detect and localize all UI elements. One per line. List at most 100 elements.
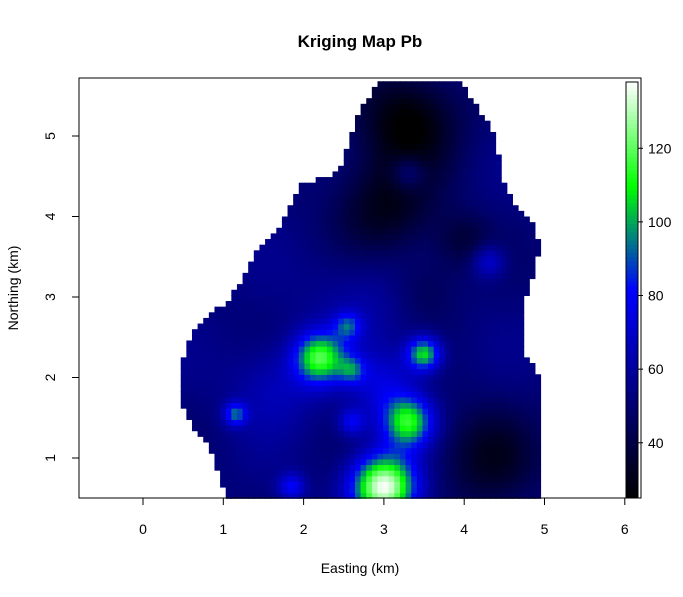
colorbar-segment <box>626 394 638 399</box>
heatmap-cell <box>473 340 480 347</box>
heatmap-cell <box>304 379 311 387</box>
heatmap-cell <box>422 430 429 437</box>
heatmap-cell <box>298 239 305 246</box>
colorbar-segment <box>626 427 638 432</box>
heatmap-cell <box>439 436 446 443</box>
heatmap-cell <box>422 244 429 251</box>
heatmap-cell <box>394 284 401 291</box>
heatmap-cell <box>506 278 513 285</box>
heatmap-cell <box>338 295 345 302</box>
heatmap-cell <box>214 306 221 313</box>
heatmap-cell <box>343 233 350 240</box>
heatmap-cell <box>360 115 367 122</box>
heatmap-cell <box>478 188 485 195</box>
heatmap-cell <box>354 115 362 122</box>
heatmap-cell <box>354 441 362 449</box>
heatmap-cell <box>310 340 317 347</box>
heatmap-cell <box>484 177 491 184</box>
heatmap-cell <box>287 233 294 240</box>
heatmap-cell <box>366 436 373 443</box>
heatmap-cell <box>225 334 232 342</box>
heatmap-cell <box>529 261 536 268</box>
heatmap-cell <box>371 278 379 285</box>
heatmap-cell <box>338 182 345 189</box>
heatmap-cell <box>270 470 277 477</box>
heatmap-cell <box>478 447 485 454</box>
heatmap-cell <box>338 368 345 375</box>
heatmap-cell <box>411 98 418 105</box>
heatmap-cell <box>405 312 412 319</box>
heatmap-cell <box>354 160 362 167</box>
heatmap-cell <box>349 351 356 358</box>
heatmap-cell <box>399 458 407 466</box>
heatmap-cell <box>326 210 334 218</box>
heatmap-cell <box>332 284 339 291</box>
heatmap-cell <box>248 340 255 347</box>
heatmap-cell <box>444 103 452 111</box>
heatmap-cell <box>338 306 345 313</box>
heatmap-cell <box>383 227 390 235</box>
heatmap-cell <box>416 216 424 223</box>
heatmap-cell <box>534 419 542 426</box>
heatmap-cell <box>259 278 266 285</box>
heatmap-cell <box>484 458 491 466</box>
heatmap-cell <box>388 148 395 156</box>
heatmap-cell <box>377 193 384 201</box>
heatmap-cell <box>394 109 401 116</box>
heatmap-cell <box>293 289 300 296</box>
heatmap-cell <box>495 312 502 319</box>
heatmap-cell <box>253 306 261 313</box>
heatmap-cell <box>298 255 305 263</box>
heatmap-cell <box>473 289 480 296</box>
heatmap-cell <box>225 464 232 471</box>
heatmap-cell <box>343 424 350 432</box>
heatmap-cell <box>332 244 339 251</box>
heatmap-cell <box>399 396 407 404</box>
heatmap-cell <box>231 351 238 358</box>
heatmap-cell <box>411 385 418 392</box>
colorbar-segment <box>626 302 638 308</box>
heatmap-cell <box>197 402 204 409</box>
heatmap-cell <box>473 295 480 302</box>
heatmap-cell <box>478 216 485 223</box>
heatmap-cell <box>354 199 362 206</box>
heatmap-cell <box>270 306 277 313</box>
heatmap-cell <box>467 312 474 319</box>
heatmap-cell <box>377 430 384 437</box>
heatmap-cell <box>360 436 367 443</box>
heatmap-cell <box>354 334 362 342</box>
heatmap-cell <box>377 486 384 494</box>
heatmap-cell <box>405 115 412 122</box>
heatmap-cell <box>321 222 328 229</box>
heatmap-cell <box>467 177 474 184</box>
heatmap-cell <box>416 481 424 488</box>
heatmap-cell <box>298 391 305 398</box>
colorbar-segment <box>626 356 638 362</box>
heatmap-cell <box>411 272 418 280</box>
heatmap-cell <box>298 396 305 404</box>
heatmap-cell <box>399 464 407 471</box>
heatmap-cell <box>321 233 328 240</box>
x-tick-label: 4 <box>460 521 468 537</box>
heatmap-cell <box>321 408 328 415</box>
heatmap-cell <box>501 379 508 387</box>
heatmap-cell <box>270 239 277 246</box>
heatmap-cell <box>478 492 485 499</box>
heatmap-cell <box>411 115 418 122</box>
heatmap-cell <box>399 301 407 308</box>
heatmap-cell <box>405 323 412 330</box>
x-tick-label: 0 <box>139 521 147 537</box>
heatmap-cell <box>293 357 300 364</box>
heatmap-cell <box>422 120 429 127</box>
heatmap-cell <box>467 289 474 296</box>
heatmap-cell <box>489 182 497 189</box>
heatmap-cell <box>338 464 345 471</box>
heatmap-cell <box>433 267 440 274</box>
heatmap-cell <box>371 250 379 257</box>
colorbar-tick-label: 60 <box>648 361 664 377</box>
heatmap-cell <box>220 374 227 381</box>
heatmap-cell <box>354 481 362 488</box>
heatmap-cell <box>287 306 294 313</box>
heatmap-cell <box>394 436 401 443</box>
heatmap-cell <box>467 278 474 285</box>
